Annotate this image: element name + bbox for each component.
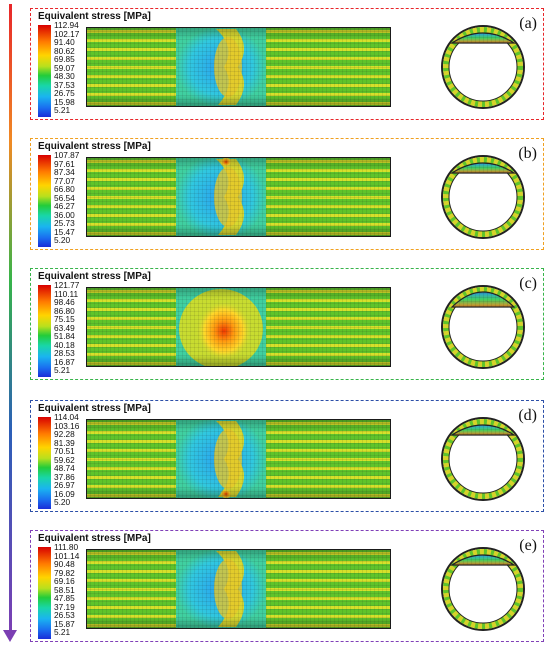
colorbar-tick-label: 107.87: [54, 150, 80, 160]
colorbar-tick-label: 75.15: [54, 314, 75, 324]
colorbar-tick-label: 16.87: [54, 356, 75, 367]
panel-a: Equivalent stress [MPa] 112.94 102.17 91.40…: [30, 8, 544, 120]
colorbar-tick-label: 37.19: [54, 601, 75, 612]
colorbar-tick-label: 26.75: [54, 88, 75, 98]
colorbar-tick-label: 26.53: [54, 610, 75, 620]
panel-label: (e): [519, 537, 537, 554]
colorbar-tick-label: 59.07: [54, 62, 75, 73]
pipe-cross-section: [441, 285, 525, 369]
legend-title: Equivalent stress [MPa]: [38, 11, 151, 22]
colorbar-tick-label: 16.09: [54, 488, 75, 499]
colorbar-tick-label: 121.77: [54, 280, 80, 290]
colorbar: [38, 155, 51, 247]
colorbar-tick-label: 102.17: [54, 28, 80, 39]
colorbar-labels: 114.04 103.16 92.28 81.39 70.51 59.62 48.74 37.…: [54, 413, 104, 507]
colorbar-tick-label: 90.48: [54, 559, 75, 569]
pipe-cross-section: [441, 547, 525, 631]
colorbar-tick-label: 81.39: [54, 437, 75, 448]
colorbar-labels: 107.87 97.61 87.34 77.07 66.80 56.54 46.27 36.0…: [54, 151, 104, 245]
panel-label: (d): [518, 407, 537, 424]
colorbar-labels: 112.94 102.17 91.40 80.62 69.85 59.07 48.30 37.…: [54, 21, 104, 115]
colorbar-tick-label: 63.49: [54, 322, 75, 333]
colorbar-tick-label: 86.80: [54, 305, 75, 316]
colorbar-tick-label: 48.74: [54, 463, 75, 473]
colorbar-tick-label: 114.04: [54, 412, 79, 422]
colorbar-labels: 111.80 101.14 90.48 79.82 69.16 58.51 47.85 37.…: [54, 543, 104, 637]
pipe-stress-contour: [86, 157, 391, 237]
colorbar-tick-label: 15.87: [54, 618, 75, 629]
colorbar-tick-label: 47.85: [54, 593, 75, 603]
colorbar-tick-label: 48.30: [54, 71, 75, 81]
colorbar-tick-label: 59.62: [54, 454, 75, 465]
colorbar-tick-label: 5.21: [54, 105, 71, 115]
progression-arrow: [9, 4, 12, 632]
colorbar-tick-label: 101.14: [54, 550, 80, 561]
pipe-stress-contour: [86, 27, 391, 107]
colorbar-tick-label: 56.54: [54, 192, 75, 203]
colorbar-tick-label: 46.27: [54, 201, 75, 211]
legend-title: Equivalent stress [MPa]: [38, 403, 151, 414]
colorbar-tick-label: 25.73: [54, 218, 75, 228]
pipe-stress-contour: [86, 419, 391, 499]
colorbar-tick-label: 40.18: [54, 339, 75, 350]
colorbar: [38, 285, 51, 377]
colorbar-tick-label: 70.51: [54, 446, 75, 456]
legend-title: Equivalent stress [MPa]: [38, 141, 151, 152]
colorbar-tick-label: 69.16: [54, 576, 75, 586]
colorbar-tick-label: 5.20: [54, 497, 71, 507]
colorbar-tick-label: 37.53: [54, 79, 75, 90]
colorbar-tick-label: 69.85: [54, 54, 75, 64]
colorbar-tick-label: 51.84: [54, 331, 75, 341]
colorbar-tick-label: 91.40: [54, 37, 75, 47]
pipe-stress-contour: [86, 549, 391, 629]
colorbar-tick-label: 5.21: [54, 627, 71, 637]
panel-label: (c): [519, 275, 537, 292]
colorbar-tick-label: 98.46: [54, 297, 75, 307]
colorbar-labels: 121.77 110.11 98.46 86.80 75.15 63.49 51.84 40.…: [54, 281, 104, 375]
colorbar: [38, 547, 51, 639]
colorbar: [38, 25, 51, 117]
progression-arrow-head: [3, 630, 17, 642]
pipe-cross-section: [441, 155, 525, 239]
colorbar-tick-label: 87.34: [54, 167, 75, 177]
pipe-cross-section: [441, 25, 525, 109]
colorbar-tick-label: 80.62: [54, 45, 75, 56]
colorbar-tick-label: 5.20: [54, 235, 71, 245]
colorbar-tick-label: 15.47: [54, 226, 75, 237]
colorbar-tick-label: 92.28: [54, 429, 75, 439]
pipe-stress-contour: [86, 287, 391, 367]
colorbar-tick-label: 79.82: [54, 567, 75, 578]
panel-label: (b): [518, 145, 537, 162]
colorbar-tick-label: 37.86: [54, 471, 75, 482]
panel-label: (a): [519, 15, 537, 32]
panel-e: Equivalent stress [MPa] 111.80 101.14 90.48…: [30, 530, 544, 642]
colorbar-tick-label: 103.16: [54, 420, 80, 431]
legend-title: Equivalent stress [MPa]: [38, 533, 151, 544]
legend-title: Equivalent stress [MPa]: [38, 271, 151, 282]
colorbar-tick-label: 112.94: [54, 20, 79, 30]
colorbar-tick-label: 15.98: [54, 96, 75, 107]
colorbar-tick-label: 26.97: [54, 480, 75, 490]
colorbar-tick-label: 77.07: [54, 175, 75, 186]
panel-b: Equivalent stress [MPa] 107.87 97.61 87.34 7…: [30, 138, 544, 250]
panel-c: Equivalent stress [MPa] 121.77 110.11 98.46…: [30, 268, 544, 380]
colorbar-tick-label: 58.51: [54, 584, 75, 595]
colorbar-tick-label: 36.00: [54, 209, 75, 220]
colorbar: [38, 417, 51, 509]
colorbar-tick-label: 110.11: [54, 288, 79, 299]
colorbar-tick-label: 97.61: [54, 158, 75, 169]
colorbar-tick-label: 111.80: [54, 542, 79, 552]
colorbar-tick-label: 66.80: [54, 184, 75, 194]
colorbar-tick-label: 5.21: [54, 365, 71, 375]
panel-d: Equivalent stress [MPa] 114.04 103.16 92.28…: [30, 400, 544, 512]
pipe-cross-section: [441, 417, 525, 501]
colorbar-tick-label: 28.53: [54, 348, 75, 358]
